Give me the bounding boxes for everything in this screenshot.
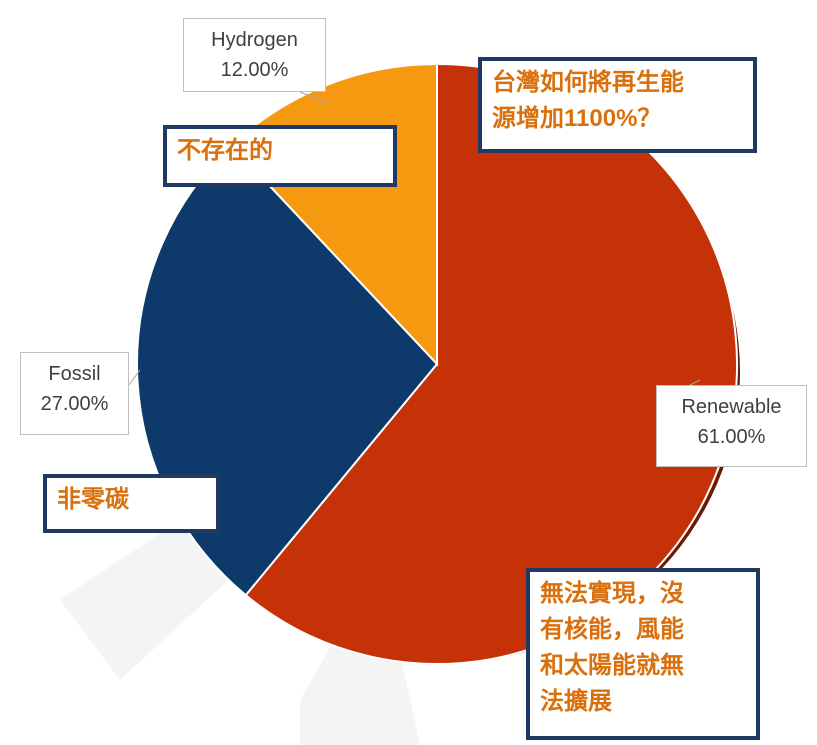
category-label: Renewable (681, 396, 782, 418)
category-label: Hydrogen (211, 29, 298, 51)
annotation-line: 法擴展 (540, 688, 612, 715)
annotation-box: 不存在的 (163, 125, 397, 187)
leader-line (128, 369, 141, 386)
leader-line (299, 91, 331, 105)
data-label: Renewable 61.00% (656, 385, 807, 467)
category-label: Fossil (48, 363, 101, 385)
annotation-box: 非零碳 (43, 474, 220, 533)
annotation-box: 無法實現，沒 有核能，風能 和太陽能就無 法擴展 (526, 568, 760, 740)
annotation-line: 有核能，風能 (540, 616, 684, 643)
leader-line (689, 379, 701, 386)
value-label: 27.00% (40, 393, 109, 415)
annotation-line: 無法實現，沒 (540, 580, 684, 607)
annotation-line: 和太陽能就無 (540, 652, 684, 679)
data-label: Hydrogen 12.00% (183, 18, 326, 92)
value-label: 12.00% (220, 59, 289, 81)
annotation-line: 不存在的 (177, 137, 273, 164)
value-label: 61.00% (697, 426, 766, 448)
background-shape (60, 520, 250, 680)
annotation-line: 非零碳 (57, 486, 129, 513)
annotation-line: 源增加1100%？ (492, 105, 662, 132)
annotation-box: 台灣如何將再生能 源增加1100%？ (478, 57, 757, 153)
annotation-line: 台灣如何將再生能 (492, 69, 684, 96)
data-label: Fossil 27.00% (20, 352, 129, 435)
